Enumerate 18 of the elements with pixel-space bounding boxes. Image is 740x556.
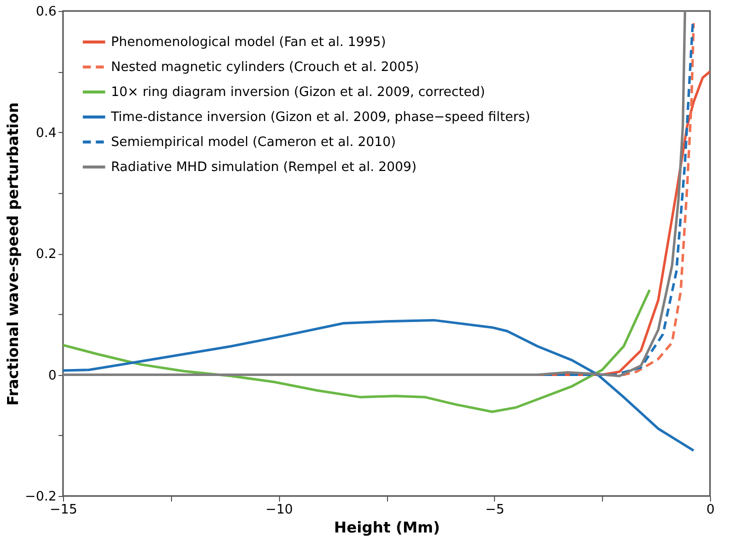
x-tick-label: −5 xyxy=(485,502,504,518)
y-axis-title: Fractional wave-speed perturbation xyxy=(4,102,22,406)
legend-label: 10× ring diagram inversion (Gizon et al. 2009, corrected) xyxy=(111,85,486,100)
legend-label: Radiative MHD simulation (Rempel et al. 2009) xyxy=(111,160,417,175)
x-tick-label: 0 xyxy=(706,502,715,518)
x-axis-title: Height (Mm) xyxy=(334,518,440,536)
line-series xyxy=(63,288,651,413)
x-tick-label: −10 xyxy=(265,502,293,518)
y-tick-label: 0 xyxy=(48,368,56,384)
y-tick-label: 0.6 xyxy=(36,4,56,20)
legend-label: Time-distance inversion (Gizon et al. 2009, phase−speed filters) xyxy=(110,110,530,125)
y-tick-label: 0.2 xyxy=(36,247,56,262)
legend-label: Nested magnetic cylinders (Crouch et al. 2005) xyxy=(111,60,420,75)
legend-label: Semiempirical model (Cameron et al. 2010) xyxy=(111,135,396,150)
y-tick-label: −0.2 xyxy=(24,490,56,504)
legend-label: Phenomenological model (Fan et al. 1995) xyxy=(111,35,386,50)
x-tick-label: −15 xyxy=(50,502,78,518)
y-tick-label: 0.4 xyxy=(36,126,56,141)
